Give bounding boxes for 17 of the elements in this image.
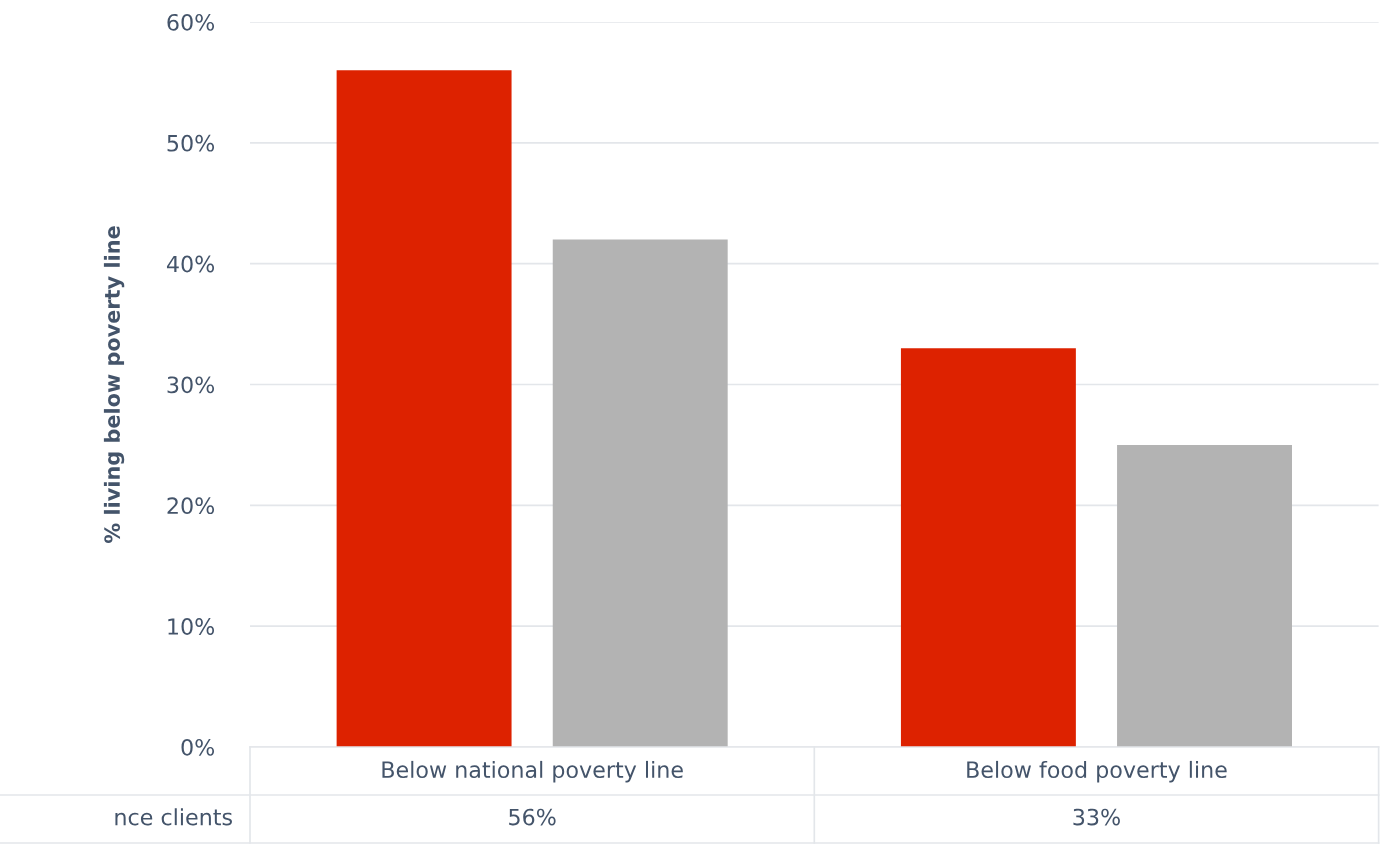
y-tick-label: 0%	[181, 738, 215, 756]
text: nce clients	[115, 808, 232, 826]
y-axis-title: % living below poverty line	[103, 226, 125, 544]
y-tick-label: 30%	[167, 376, 215, 394]
data-label: 33%	[1073, 808, 1120, 826]
data-label: 56%	[509, 808, 556, 826]
x-tick-label: Below national poverty line	[382, 760, 683, 783]
y-tick-label: 60%	[167, 13, 215, 31]
bar	[336, 70, 512, 747]
y-tick-label: 20%	[167, 497, 215, 515]
y-tick-label: 10%	[168, 618, 215, 635]
bar	[552, 239, 728, 747]
bar	[1117, 444, 1292, 747]
y-tick-label: 50%	[167, 134, 215, 152]
x-tick-label: Below food poverty line	[967, 760, 1227, 783]
y-tick-label: 40%	[166, 255, 215, 273]
bar	[900, 348, 1076, 747]
